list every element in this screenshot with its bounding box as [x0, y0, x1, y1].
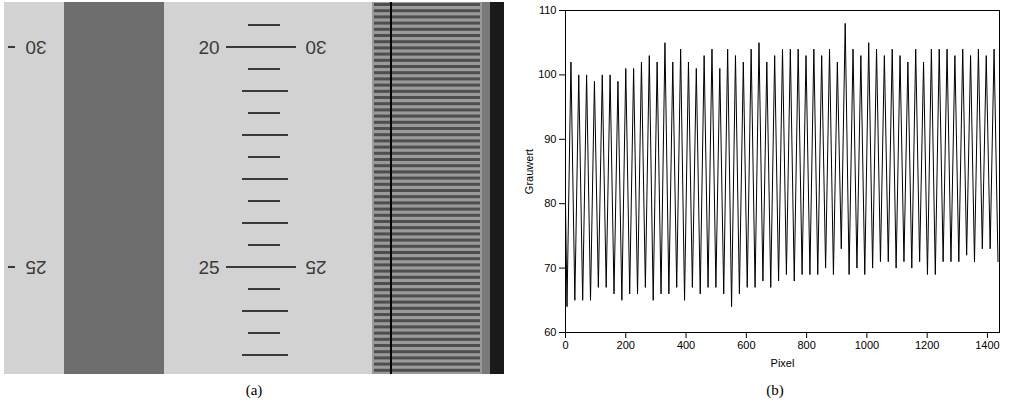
- svg-text:80: 80: [544, 197, 556, 209]
- svg-text:800: 800: [797, 339, 815, 351]
- svg-text:1400: 1400: [975, 339, 999, 351]
- svg-text:25: 25: [198, 257, 219, 278]
- html-text:(b): (b): [766, 382, 784, 398]
- svg-text:200: 200: [617, 339, 635, 351]
- svg-text:110: 110: [539, 4, 557, 16]
- svg-text:1000: 1000: [855, 339, 879, 351]
- svg-text:70: 70: [544, 262, 556, 274]
- svg-text:20: 20: [198, 37, 219, 58]
- svg-text:0: 0: [562, 339, 568, 351]
- svg-text:600: 600: [737, 339, 755, 351]
- svg-text:400: 400: [677, 339, 695, 351]
- svg-text:Pixel: Pixel: [771, 357, 795, 369]
- svg-text:30: 30: [25, 37, 46, 58]
- svg-text:100: 100: [538, 68, 556, 80]
- svg-text:25: 25: [25, 257, 46, 278]
- svg-text:30: 30: [305, 37, 326, 58]
- svg-text:25: 25: [305, 257, 326, 278]
- svg-text:Grauwert: Grauwert: [523, 149, 535, 194]
- svg-text:90: 90: [544, 133, 556, 145]
- svg-text:60: 60: [544, 326, 556, 338]
- html-text:(a): (a): [245, 382, 263, 398]
- svg-text:1200: 1200: [915, 339, 939, 351]
